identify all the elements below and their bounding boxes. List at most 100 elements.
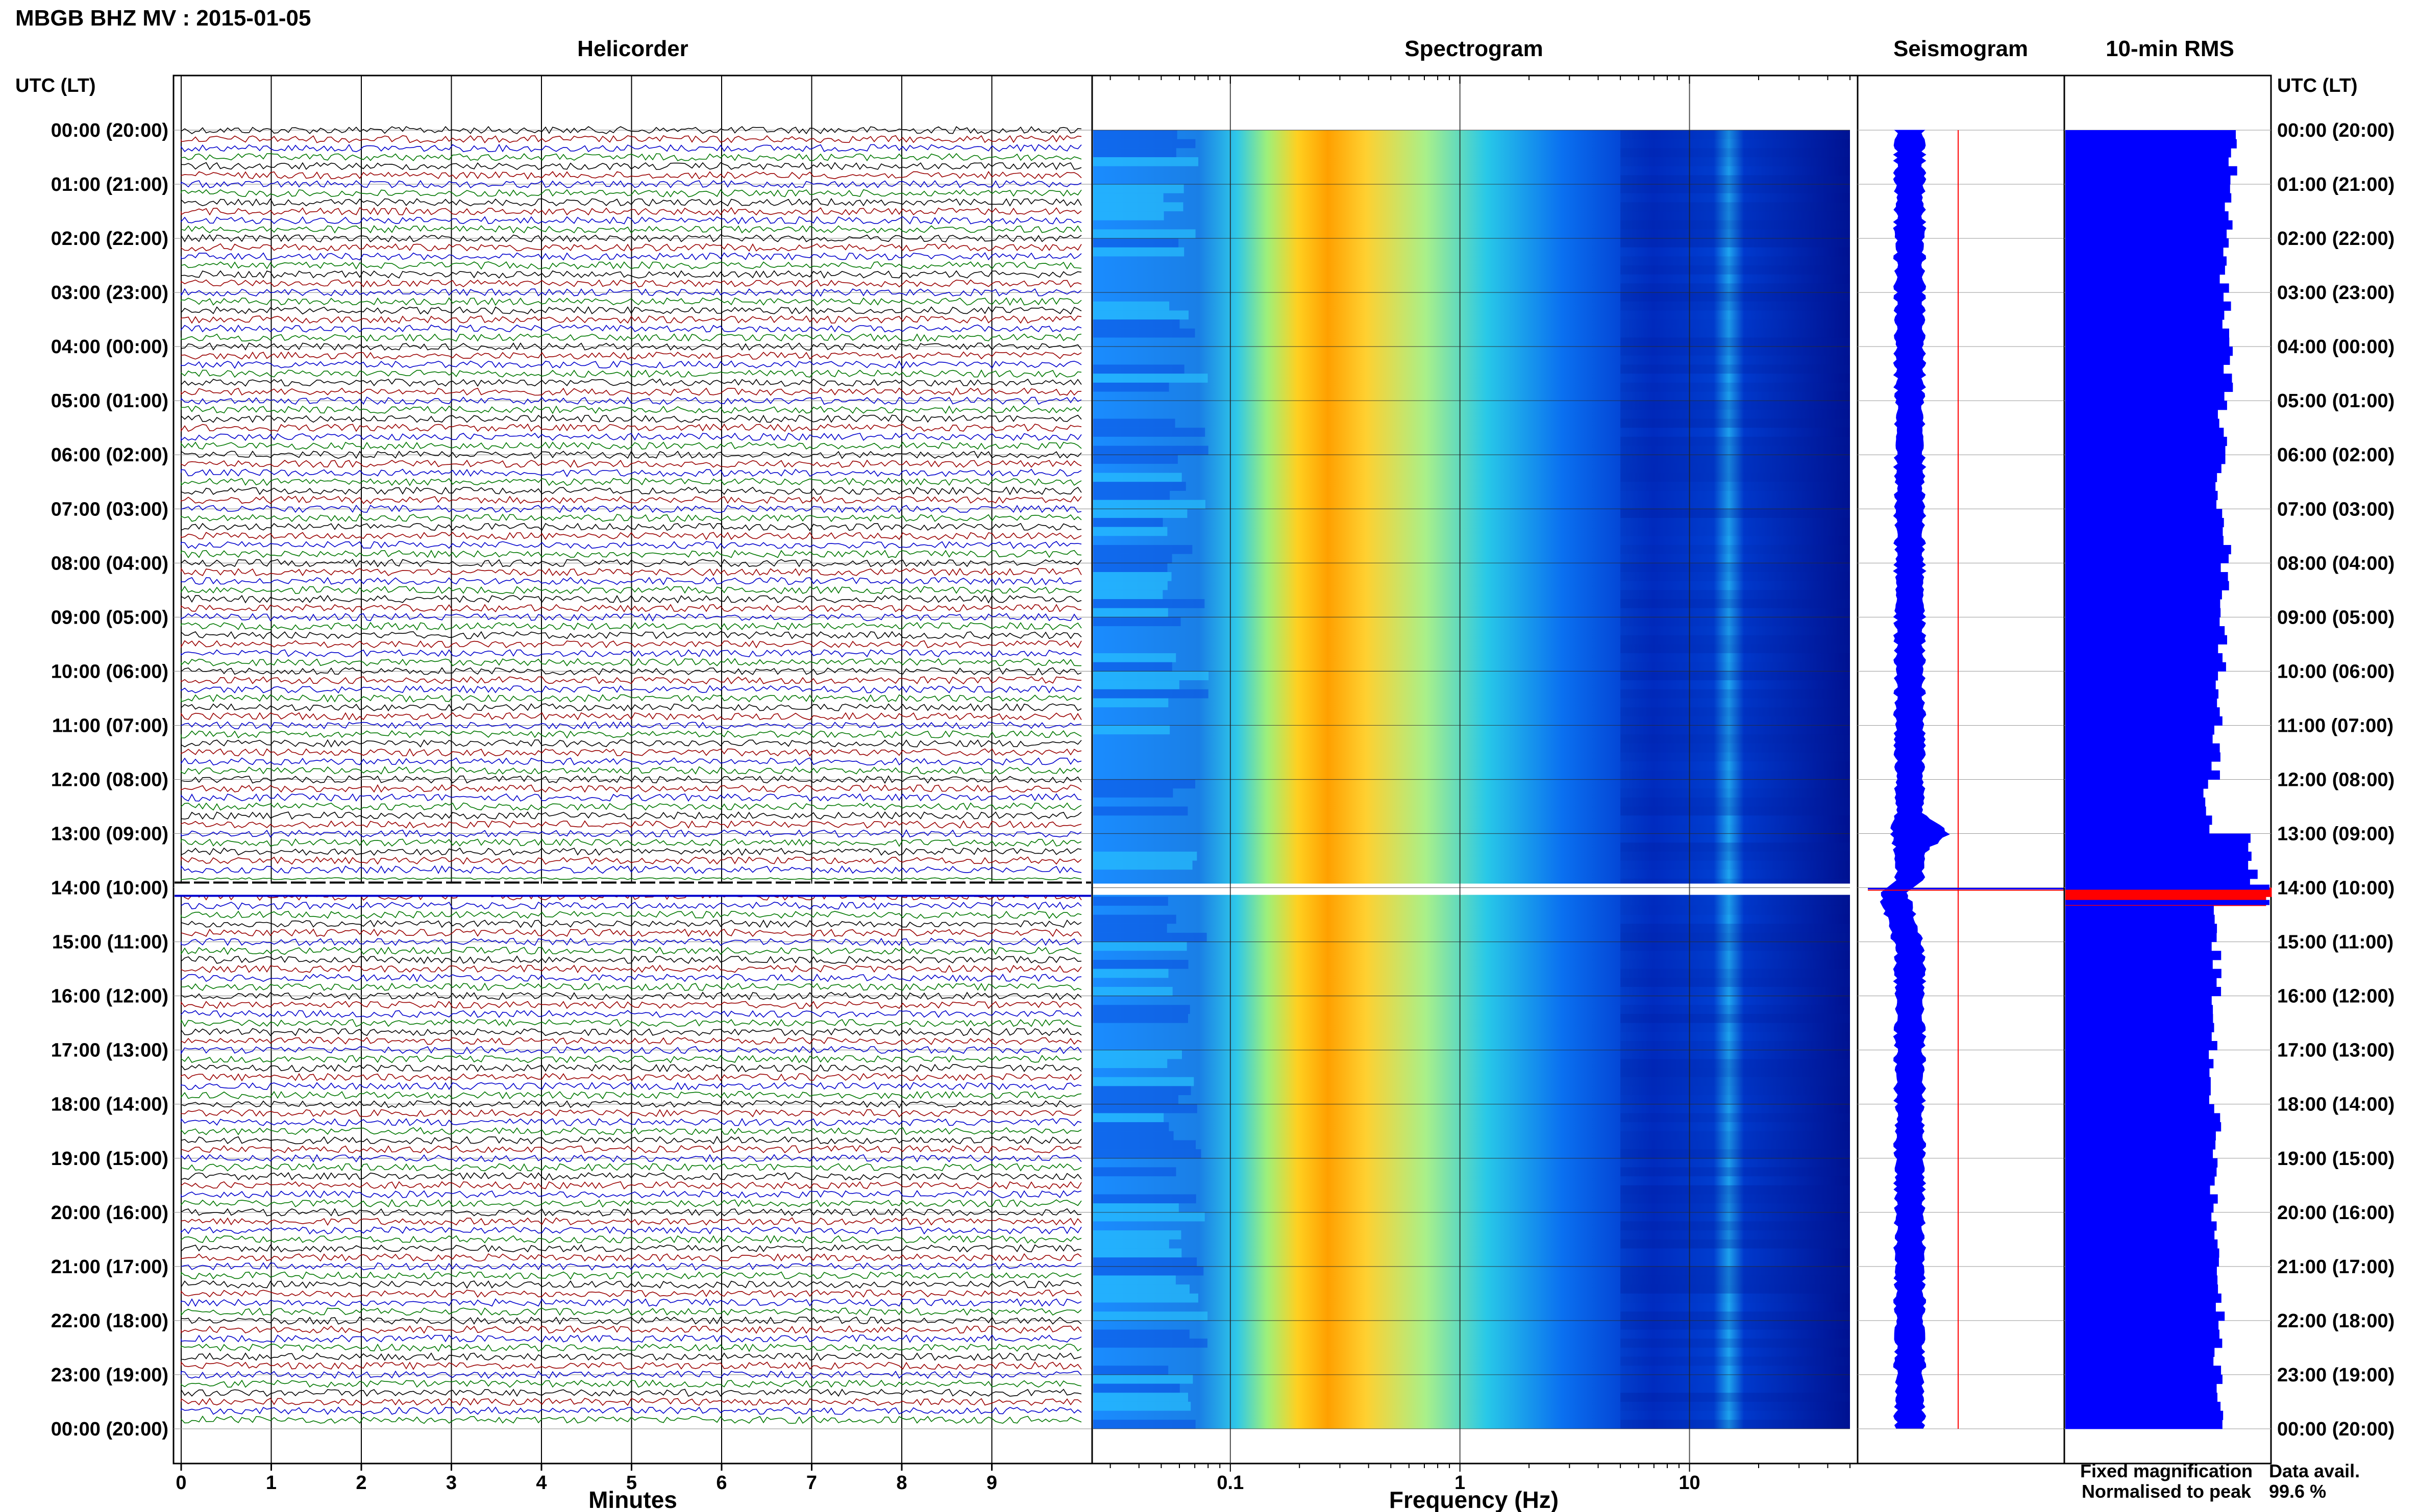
spectrogram-row-highfreq xyxy=(1620,599,1850,608)
spectrogram-row-lowfreq xyxy=(1093,130,1177,139)
spectrogram-row-highfreq xyxy=(1620,1113,1850,1123)
spectrogram-row-highfreq xyxy=(1620,1257,1850,1267)
spectrogram-row-lowfreq xyxy=(1093,1149,1201,1158)
hour-label-right: 13:00 (09:00) xyxy=(2277,824,2395,845)
spectrogram-row-highfreq xyxy=(1620,157,1850,166)
helicorder-trace xyxy=(181,829,1082,838)
helicorder-trace xyxy=(181,369,1082,378)
hour-label-left: 18:00 (14:00) xyxy=(51,1094,168,1116)
helicorder-trace xyxy=(181,1271,1082,1280)
spectrogram-row-lowfreq xyxy=(1093,986,1173,996)
helicorder-trace xyxy=(181,1009,1082,1018)
rms-bar xyxy=(2065,1266,2217,1276)
rms-bar xyxy=(2065,1149,2213,1159)
spectrogram-row-highfreq xyxy=(1620,418,1850,428)
hour-label-left: 00:00 (20:00) xyxy=(51,120,168,141)
spectrogram-row-highfreq xyxy=(1620,590,1850,600)
spectrogram-row-highfreq xyxy=(1620,1420,1850,1429)
rms-bar xyxy=(2065,202,2225,212)
rms-bar xyxy=(2065,1212,2212,1222)
helicorder-trace xyxy=(181,135,1082,143)
spectrogram-row-lowfreq xyxy=(1093,455,1178,464)
helicorder-trace xyxy=(181,856,1082,865)
spectrogram-row-lowfreq xyxy=(1093,139,1196,148)
rms-bar-peak xyxy=(2065,887,2272,897)
spectrogram-row-lowfreq xyxy=(1093,418,1175,428)
helicorder-trace xyxy=(181,1036,1082,1045)
spectrogram-row-highfreq xyxy=(1620,490,1850,500)
spectrogram-row-highfreq xyxy=(1620,1248,1850,1258)
spectrogram-row-highfreq xyxy=(1620,644,1850,654)
spectrogram-row-highfreq xyxy=(1620,1320,1850,1330)
hour-label-right: 08:00 (04:00) xyxy=(2277,553,2395,574)
helicorder-trace xyxy=(181,207,1082,216)
spectrogram-row-highfreq xyxy=(1620,301,1850,311)
spectrogram-row-highfreq xyxy=(1620,256,1850,266)
spectrogram-row-highfreq xyxy=(1620,310,1850,320)
spectrogram-row-highfreq xyxy=(1620,401,1850,410)
spectrogram-row-highfreq xyxy=(1620,1077,1850,1086)
rms-bar xyxy=(2065,1221,2217,1231)
spectrogram-row-highfreq xyxy=(1620,1221,1850,1231)
helicorder-trace xyxy=(181,170,1082,180)
spectrogram-row-highfreq xyxy=(1620,572,1850,581)
hour-labels-left: 00:00 (20:00) 01:00 (21:00) 02:00 (22:00) 0… xyxy=(51,120,168,1440)
spectrogram-row-highfreq xyxy=(1620,1356,1850,1366)
spectrogram-row-highfreq xyxy=(1620,1131,1850,1141)
spectrogram-row-lowfreq xyxy=(1093,482,1186,491)
spectrogram-row-highfreq xyxy=(1620,1013,1850,1023)
helicorder-trace xyxy=(181,1262,1082,1271)
hour-label-left: 06:00 (02:00) xyxy=(51,444,168,466)
rms-bar xyxy=(2065,662,2226,672)
spectrogram-row-lowfreq xyxy=(1093,517,1163,527)
rms-bar xyxy=(2065,328,2229,338)
helicorder-trace xyxy=(181,992,1082,1001)
rms-bar xyxy=(2065,698,2217,708)
spectrogram-row-lowfreq xyxy=(1093,1420,1196,1429)
spectrogram-row-highfreq xyxy=(1620,897,1850,906)
hour-label-left: 08:00 (04:00) xyxy=(51,553,168,574)
spectrogram-row-lowfreq xyxy=(1093,941,1187,951)
rms-bar xyxy=(2065,238,2229,248)
rms-bar xyxy=(2065,265,2225,275)
spectrogram-row-highfreq xyxy=(1620,554,1850,563)
spectrogram-row-highfreq xyxy=(1620,175,1850,185)
spectrogram-row-highfreq xyxy=(1620,1059,1850,1069)
helicorder-trace xyxy=(181,495,1082,504)
hour-label-right: 09:00 (05:00) xyxy=(2277,607,2395,628)
helicorder-trace xyxy=(181,441,1082,450)
helicorder-trace xyxy=(181,1244,1082,1253)
hour-label-left: 02:00 (22:00) xyxy=(51,228,168,250)
helicorder-trace xyxy=(181,288,1082,297)
spectrogram-row-lowfreq xyxy=(1093,806,1188,816)
helicorder-trace xyxy=(181,1334,1082,1343)
rms-bar xyxy=(2065,1068,2210,1078)
spectrogram-row-lowfreq xyxy=(1093,1194,1196,1204)
hour-label-left: 19:00 (15:00) xyxy=(51,1148,168,1170)
spectrogram-row-highfreq xyxy=(1620,1203,1850,1212)
spectrogram-row-lowfreq xyxy=(1093,1167,1176,1177)
spectrogram-row-lowfreq xyxy=(1093,1203,1179,1212)
spectrogram-row-lowfreq xyxy=(1093,490,1170,500)
spectrogram-row-highfreq xyxy=(1620,409,1850,419)
rms-bar xyxy=(2065,734,2213,744)
helicorder-x-ticks: 0 1 2 3 4 5 6 7 8 9 xyxy=(176,1464,997,1494)
rms-bar xyxy=(2065,490,2218,501)
hour-label-right: 01:00 (21:00) xyxy=(2277,174,2395,195)
spectrogram-row-highfreq xyxy=(1620,1293,1850,1303)
hour-label-right: 03:00 (23:00) xyxy=(2277,282,2395,304)
helicorder-trace xyxy=(181,1298,1082,1307)
helicorder-trace xyxy=(181,1217,1082,1226)
hour-label-right: 21:00 (17:00) xyxy=(2277,1256,2395,1278)
hour-label-right: 14:00 (10:00) xyxy=(2277,878,2395,899)
helicorder-trace xyxy=(181,532,1082,540)
spectrogram-row-highfreq xyxy=(1620,382,1850,392)
rms-bar xyxy=(2065,608,2221,617)
helicorder-trace xyxy=(181,757,1082,766)
helicorder-trace xyxy=(181,1388,1082,1397)
spectrogram-row-lowfreq xyxy=(1093,1383,1180,1393)
seismogram-envelope xyxy=(1868,130,2064,1429)
rms-bar xyxy=(2065,842,2249,852)
rms-bar xyxy=(2065,824,2210,834)
figure-title: MBGB BHZ MV : 2015-01-05 xyxy=(15,6,311,31)
